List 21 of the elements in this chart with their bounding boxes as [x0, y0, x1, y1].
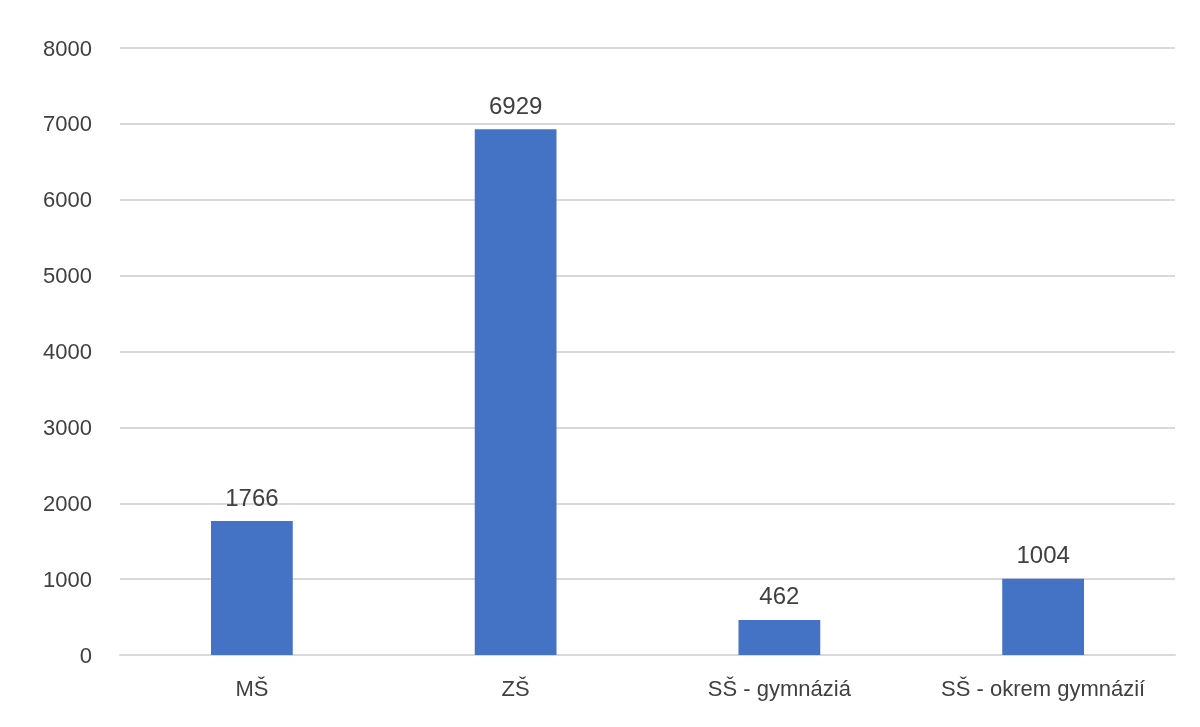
y-tick-label: 5000 — [43, 263, 92, 289]
x-tick-label: SŠ - gymnáziá — [707, 675, 852, 701]
bar — [474, 129, 557, 655]
data-label: 1004 — [1016, 541, 1070, 569]
x-tick-label: MŠ — [235, 675, 269, 701]
bar — [738, 619, 821, 655]
y-tick-label: 7000 — [43, 111, 92, 137]
y-tick-label: 1000 — [43, 566, 92, 592]
y-tick-label: 8000 — [43, 35, 92, 61]
data-label: 462 — [759, 582, 800, 610]
y-tick-label: 3000 — [43, 414, 92, 440]
bar — [1002, 578, 1085, 655]
y-tick-label: 4000 — [43, 339, 92, 364]
x-tick-label: SŠ - okrem gymnázií — [941, 675, 1146, 701]
y-tick-label: 6000 — [43, 187, 92, 213]
data-label: 6929 — [488, 91, 543, 119]
x-tick-label: ZŠ — [501, 675, 530, 701]
y-tick-label: 2000 — [43, 490, 92, 516]
data-label: 1766 — [225, 483, 279, 511]
bar — [210, 521, 293, 655]
y-tick-label: 0 — [79, 642, 92, 668]
